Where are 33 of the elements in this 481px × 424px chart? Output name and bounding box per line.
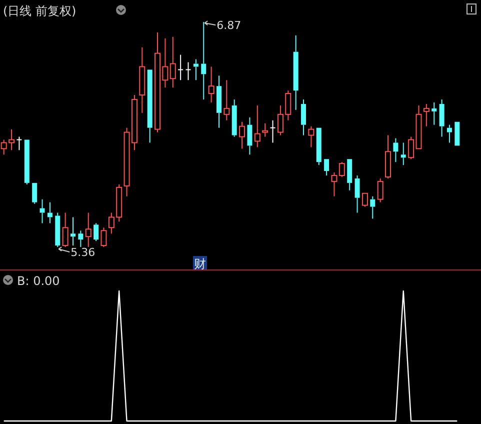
candlestick	[270, 120, 276, 144]
candlestick	[170, 36, 176, 88]
candlestick	[216, 75, 222, 128]
candlestick	[178, 54, 184, 81]
candlestick	[254, 104, 260, 148]
candlestick	[370, 196, 376, 220]
candlestick	[85, 212, 92, 248]
candlestick	[224, 80, 230, 121]
candlestick	[232, 98, 237, 138]
candlestick	[400, 142, 406, 166]
chart-title: B: 0.00	[17, 274, 60, 288]
candlestick	[94, 222, 99, 242]
candlestick	[40, 198, 45, 224]
candlestick	[47, 202, 52, 224]
candlestick	[70, 216, 76, 246]
candlestick	[446, 124, 452, 144]
candlestick	[432, 102, 437, 126]
candlestick	[354, 174, 360, 214]
candlestick	[208, 66, 214, 103]
chart-title: (日线 前复权)	[3, 4, 76, 18]
candlestick	[247, 116, 252, 156]
candlestick	[139, 46, 146, 114]
candlestick	[293, 34, 298, 110]
candlestick	[78, 230, 84, 248]
candlestick	[185, 62, 192, 81]
candlestick	[300, 98, 306, 136]
candlestick	[393, 138, 398, 163]
candlestick	[201, 22, 206, 100]
annotation: 5.36	[70, 246, 96, 259]
candlestick	[439, 98, 444, 138]
annotation: 6.87	[216, 19, 242, 32]
text: 财	[194, 257, 206, 271]
candlestick	[55, 212, 60, 248]
